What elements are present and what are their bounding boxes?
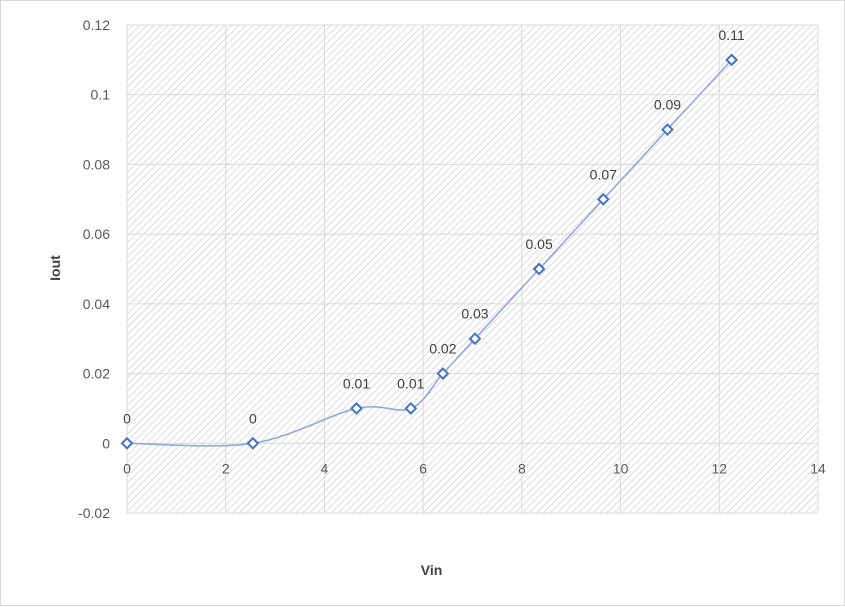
data-label: 0.07	[590, 166, 617, 182]
data-labels: 0 0 0.01 0.01 0.02 0.03 0.05 0.07 0.09 0.11	[123, 27, 745, 426]
data-label: 0.01	[397, 375, 424, 391]
data-point	[468, 332, 482, 346]
data-point	[404, 402, 418, 415]
data-label: 0.01	[343, 375, 370, 391]
series-line	[126, 59, 733, 447]
data-point	[436, 367, 450, 380]
data-point	[725, 53, 739, 67]
data-label: 0	[123, 410, 131, 426]
data-label: 0.05	[526, 236, 553, 252]
y-tick-label: 0.08	[83, 156, 110, 172]
tick-labels: -0.02 0 0.02 0.04 0.06 0.08 0.1 0.12 0 2 4 6 8 10 12 14	[78, 17, 826, 521]
data-point	[532, 262, 546, 276]
y-tick-label: -0.02	[78, 505, 110, 521]
data-point	[596, 192, 610, 206]
x-tick-label: 12	[711, 460, 727, 476]
data-markers	[120, 53, 739, 450]
y-tick-label: 0.02	[83, 366, 110, 382]
y-tick-label: 0.04	[83, 296, 110, 312]
data-point	[350, 402, 363, 415]
x-tick-label: 2	[222, 460, 230, 476]
x-tick-label: 6	[419, 460, 427, 476]
data-label: 0.03	[461, 306, 488, 322]
x-tick-label: 10	[613, 460, 629, 476]
y-tick-label: 0.06	[83, 226, 110, 242]
data-point	[661, 123, 674, 136]
x-axis-title: Vin	[421, 562, 443, 578]
x-tick-label: 0	[123, 460, 131, 476]
y-tick-label: 0.1	[91, 87, 111, 103]
gridlines	[126, 24, 819, 514]
data-label: 0	[249, 410, 257, 426]
data-label: 0.09	[654, 97, 681, 113]
data-label: 0.11	[719, 27, 745, 43]
x-tick-label: 4	[321, 460, 329, 476]
y-tick-label: 0.12	[83, 17, 110, 33]
data-label: 0.02	[429, 341, 456, 357]
data-point	[246, 436, 260, 450]
plot-area	[127, 25, 818, 513]
data-point	[120, 436, 134, 450]
y-tick-label: 0	[102, 435, 110, 451]
x-tick-label: 8	[518, 460, 526, 476]
y-axis-title: Iout	[47, 255, 63, 281]
x-tick-label: 14	[810, 460, 826, 476]
